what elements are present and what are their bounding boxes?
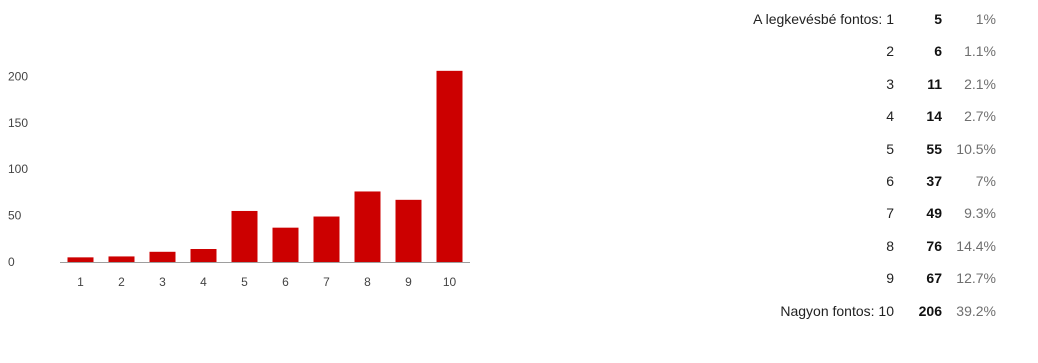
bar xyxy=(354,191,381,262)
response-count: 11 xyxy=(927,75,942,92)
x-tick-label: 1 xyxy=(77,275,84,289)
summary-row: 8 76 14.4% xyxy=(640,230,1038,262)
x-tick-label: 6 xyxy=(282,275,289,289)
x-tick-label: 9 xyxy=(405,275,412,289)
summary-row: Nagyon fontos: 10 206 39.2% xyxy=(640,295,1038,327)
rating-label: Nagyon fontos: 10 xyxy=(780,302,894,319)
bar xyxy=(149,251,176,262)
bar xyxy=(272,227,299,262)
response-percent: 39.2% xyxy=(956,302,996,319)
response-count: 14 xyxy=(926,108,942,125)
summary-row: 4 14 2.7% xyxy=(640,100,1038,132)
response-percent: 2.7% xyxy=(964,108,996,125)
y-tick-label: 150 xyxy=(8,116,28,130)
x-tick-label: 5 xyxy=(241,275,248,289)
x-tick-label: 7 xyxy=(323,275,330,289)
x-tick-label: 2 xyxy=(118,275,125,289)
rating-label: 4 xyxy=(886,108,894,125)
response-percent: 10.5% xyxy=(956,140,996,157)
summary-row: 5 55 10.5% xyxy=(640,133,1038,165)
x-tick-label: 10 xyxy=(443,275,457,289)
rating-label: 6 xyxy=(886,172,894,189)
response-percent: 1% xyxy=(975,11,996,27)
x-tick-label: 3 xyxy=(159,275,166,289)
rating-label: 3 xyxy=(886,75,894,92)
bar xyxy=(231,210,258,262)
response-percent: 12.7% xyxy=(956,270,996,287)
bars xyxy=(67,70,463,262)
rating-label: 2 xyxy=(886,43,894,60)
rating-label: 7 xyxy=(886,205,894,222)
summary-row: A legkevésbé fontos: 1 5 1% xyxy=(640,3,1038,35)
rating-label: A legkevésbé fontos: 1 xyxy=(753,11,894,27)
summary-row: 7 49 9.3% xyxy=(640,197,1038,229)
response-percent: 2.1% xyxy=(964,75,996,92)
y-tick-label: 0 xyxy=(8,255,15,269)
response-percent: 14.4% xyxy=(956,237,996,254)
y-tick-label: 100 xyxy=(8,162,28,176)
summary-row: 9 67 12.7% xyxy=(640,262,1038,294)
bar-chart: 0 50 100 150 200 1 2 3 4 5 6 7 8 9 10 xyxy=(8,69,470,289)
bar xyxy=(67,257,94,262)
response-count: 6 xyxy=(934,43,942,60)
bar xyxy=(436,70,463,262)
response-percent: 7% xyxy=(975,172,996,189)
x-tick-label: 4 xyxy=(200,275,207,289)
response-count: 67 xyxy=(926,270,942,287)
response-count: 49 xyxy=(926,205,942,222)
response-count: 76 xyxy=(926,237,942,254)
bar xyxy=(190,249,217,262)
summary-row: 2 6 1.1% xyxy=(640,35,1038,67)
rating-label: 8 xyxy=(886,237,894,254)
summary-row: 6 37 7% xyxy=(640,165,1038,197)
rating-label: 9 xyxy=(886,270,894,287)
y-tick-label: 200 xyxy=(8,69,28,83)
response-percent: 9.3% xyxy=(964,205,996,222)
response-count: 37 xyxy=(926,172,942,189)
rating-label: 5 xyxy=(886,140,894,157)
response-percent: 1.1% xyxy=(964,43,996,60)
response-summary-table: A legkevésbé fontos: 1 5 1% 2 6 1.1% 3 1… xyxy=(640,3,1038,327)
x-axis-ticks: 1 2 3 4 5 6 7 8 9 10 xyxy=(77,275,456,289)
bar xyxy=(108,256,135,262)
y-axis-ticks: 0 50 100 150 200 xyxy=(8,69,28,269)
y-tick-label: 50 xyxy=(8,209,22,223)
response-count: 5 xyxy=(934,11,942,27)
bar xyxy=(395,199,422,262)
response-count: 206 xyxy=(918,302,942,319)
response-count: 55 xyxy=(926,140,942,157)
x-tick-label: 8 xyxy=(364,275,371,289)
bar xyxy=(313,216,340,262)
summary-row: 3 11 2.1% xyxy=(640,68,1038,100)
